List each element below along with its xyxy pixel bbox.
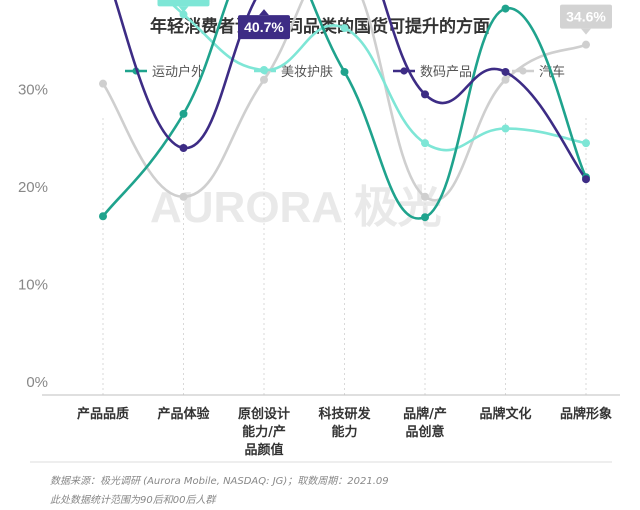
- data-point: [340, 67, 349, 76]
- legend-swatch-dot: [400, 67, 408, 75]
- data-point: [501, 4, 510, 13]
- data-label: 34.6%: [566, 9, 606, 25]
- x-tick-label: 品牌/产品创意: [403, 406, 447, 440]
- x-tick-label: 科技研发能力: [318, 406, 371, 440]
- series-lines: [99, 0, 590, 222]
- x-tick-label: 原创设计能力/产品颜值: [238, 406, 290, 458]
- data-point: [99, 212, 107, 221]
- y-tick-label: 40%: [18, 0, 48, 1]
- y-axis: 0%10%20%30%40%50%: [18, 0, 48, 391]
- data-point: [421, 139, 429, 148]
- data-label-pointer: [581, 28, 591, 35]
- legend-label: 美妆护肤: [281, 65, 333, 80]
- chart-title: 年轻消费者认为不同品类的国货可提升的方面: [150, 16, 490, 37]
- data-point: [421, 192, 429, 201]
- data-point: [501, 75, 510, 84]
- x-tick-label: 品牌文化: [479, 406, 531, 422]
- data-point: [501, 67, 510, 76]
- data-point: [340, 24, 349, 33]
- y-tick-label: 30%: [18, 82, 48, 99]
- data-label-box: [238, 15, 290, 40]
- data-point: [179, 192, 188, 201]
- data-point: [582, 139, 590, 148]
- legend-label: 数码产品: [420, 65, 472, 80]
- legend-label: 运动户外: [152, 64, 204, 80]
- y-tick-label: 10%: [18, 277, 48, 294]
- x-tick-label: 品牌形象: [560, 406, 612, 422]
- data-label: 40.7%: [244, 19, 284, 35]
- x-tick-label: 产品体验: [157, 406, 210, 422]
- data-labels: 46.4%42.9%37.7%44.7%40.7%47.3%42.3%38.3%…: [157, 0, 612, 40]
- scope-note: 此处数据统计范围为90后和00后人群: [50, 494, 217, 506]
- data-label-box: [157, 0, 210, 7]
- data-point: [421, 90, 429, 99]
- data-point: [582, 175, 590, 184]
- data-label-pointer: [259, 9, 269, 16]
- data-point: [260, 75, 268, 84]
- data-point: [501, 124, 510, 133]
- data-label-box: [560, 4, 612, 29]
- data-point: [99, 79, 107, 88]
- data-label-pointer: [178, 6, 189, 13]
- y-tick-label: 0%: [26, 374, 48, 391]
- data-point: [179, 10, 188, 19]
- data-label: 37.7%: [164, 0, 204, 2]
- y-tick-label: 20%: [18, 179, 48, 196]
- data-point: [179, 144, 188, 152]
- source-note: 数据来源：极光调研 (Aurora Mobile, NASDAQ: JG)；取数…: [50, 475, 389, 487]
- data-point: [421, 213, 429, 222]
- watermark-text: AURORA 极光: [150, 183, 442, 232]
- data-point: [260, 66, 268, 74]
- x-tick-label: 产品品质: [77, 406, 129, 422]
- legend-swatch-dot: [519, 67, 527, 75]
- data-point: [582, 40, 590, 49]
- data-point: [179, 109, 188, 118]
- category-guides: [102, 118, 587, 395]
